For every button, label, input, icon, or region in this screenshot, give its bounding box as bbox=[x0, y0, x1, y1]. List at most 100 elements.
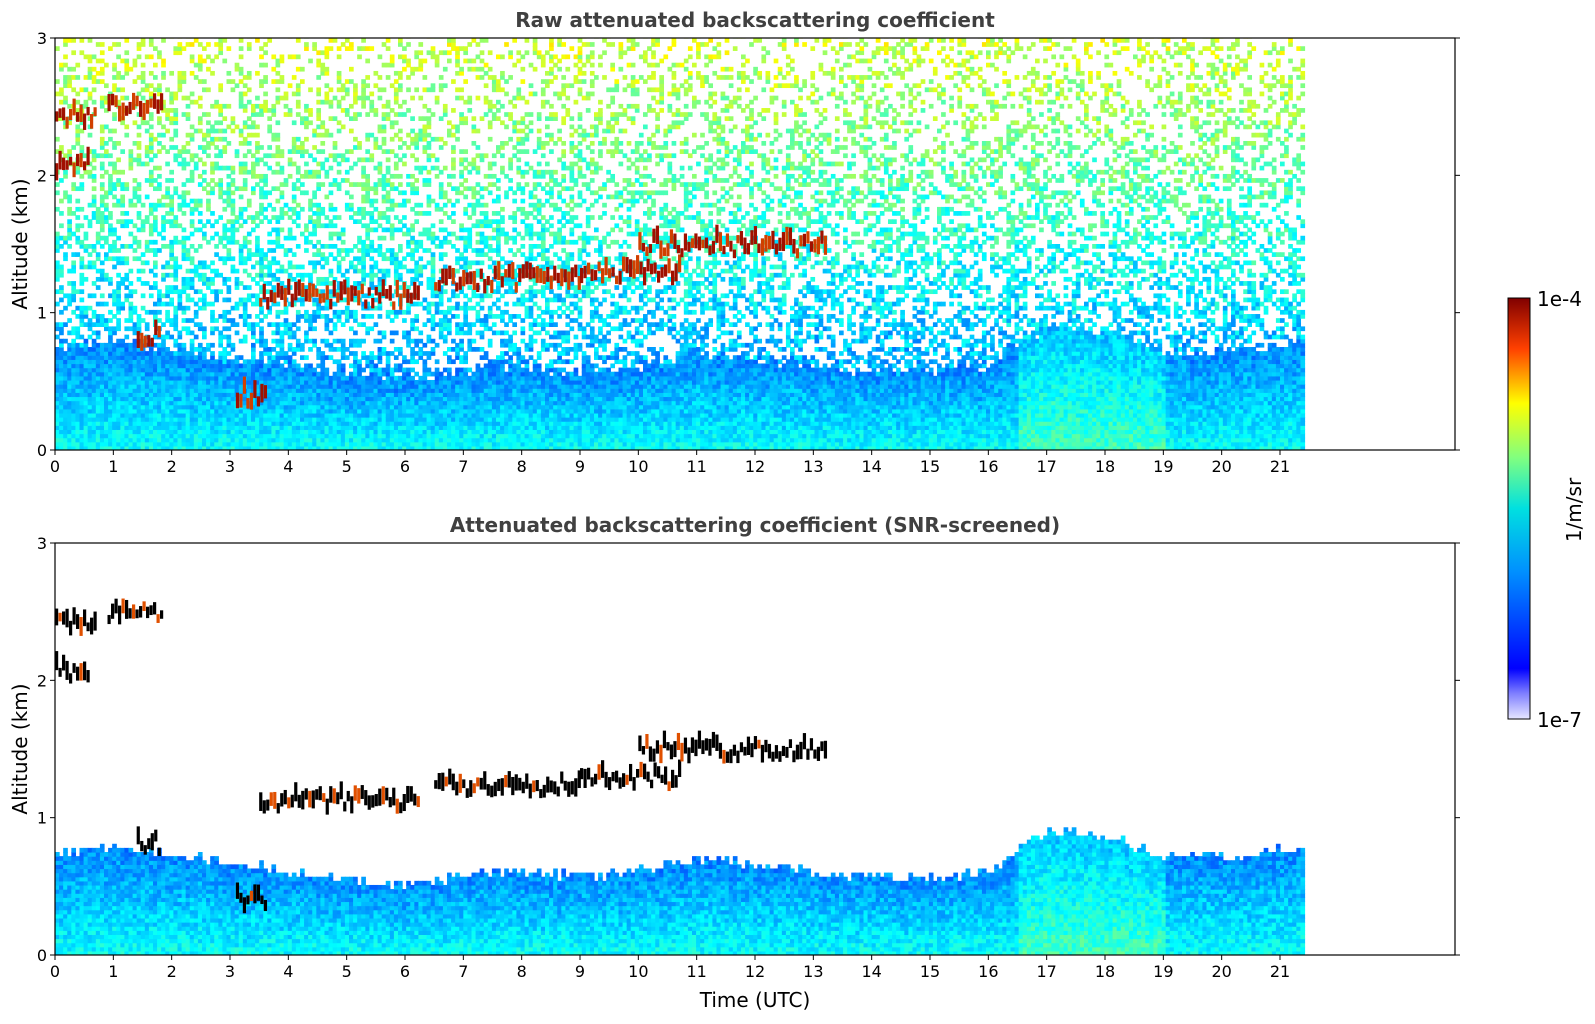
heatmap-cell bbox=[316, 260, 322, 266]
heatmap-cell bbox=[140, 87, 146, 93]
heatmap-cell bbox=[308, 272, 313, 278]
heatmap-cell bbox=[316, 371, 322, 377]
heatmap-cell bbox=[279, 429, 285, 435]
heatmap-cell bbox=[91, 87, 97, 93]
heatmap-cell bbox=[442, 334, 448, 340]
heatmap-cell bbox=[99, 412, 105, 418]
heatmap-cell bbox=[108, 421, 113, 426]
heatmap-cell bbox=[332, 231, 338, 237]
heatmap-cell bbox=[357, 437, 362, 443]
heatmap-cell bbox=[165, 161, 170, 167]
heatmap-cell bbox=[226, 252, 232, 257]
heatmap-cell bbox=[324, 260, 330, 266]
heatmap-cell bbox=[104, 190, 109, 196]
heatmap-cell bbox=[148, 285, 154, 290]
heatmap-cell bbox=[369, 351, 375, 356]
heatmap-cell bbox=[353, 95, 358, 101]
heatmap-cell bbox=[275, 441, 281, 447]
heatmap-cell bbox=[173, 359, 179, 365]
heatmap-cell bbox=[181, 161, 187, 167]
heatmap-cell bbox=[447, 367, 452, 373]
heatmap-cell bbox=[406, 445, 411, 450]
heatmap-cell bbox=[349, 408, 354, 414]
heatmap-cell bbox=[283, 326, 289, 332]
heatmap-cell bbox=[385, 417, 391, 422]
heatmap-cell bbox=[136, 421, 142, 426]
heatmap-cell bbox=[251, 173, 256, 179]
heatmap-cell bbox=[95, 256, 101, 262]
heatmap-cell bbox=[283, 379, 289, 385]
heatmap-cell bbox=[202, 136, 207, 142]
heatmap-cell bbox=[426, 182, 432, 187]
heatmap-cell bbox=[287, 392, 293, 398]
heatmap-cell bbox=[95, 330, 101, 336]
heatmap-cell bbox=[410, 186, 415, 192]
heatmap-cell bbox=[369, 239, 375, 245]
heatmap-cell bbox=[144, 215, 150, 220]
heatmap-cell bbox=[226, 124, 232, 130]
heatmap-cell bbox=[210, 342, 215, 348]
heatmap-cell bbox=[369, 132, 375, 138]
heatmap-cell bbox=[75, 400, 81, 406]
heatmap-cell bbox=[197, 120, 203, 126]
heatmap-cell bbox=[71, 285, 77, 290]
heatmap-cell bbox=[434, 157, 440, 163]
heatmap-cell bbox=[218, 334, 224, 340]
heatmap-cell bbox=[414, 371, 420, 377]
heatmap-cell bbox=[189, 367, 195, 373]
heatmap-cell bbox=[287, 425, 293, 430]
heatmap-cell bbox=[116, 338, 121, 344]
heatmap-cell bbox=[218, 437, 224, 443]
heatmap-cell bbox=[120, 359, 126, 365]
heatmap-cell bbox=[177, 412, 183, 418]
heatmap-cell bbox=[267, 396, 273, 402]
heatmap-cell bbox=[153, 301, 158, 307]
heatmap-cell bbox=[161, 301, 166, 307]
heatmap-cell bbox=[104, 367, 109, 373]
heatmap-cell bbox=[157, 351, 162, 356]
heatmap-cell bbox=[283, 330, 289, 336]
heatmap-cell bbox=[222, 404, 228, 410]
heatmap-cell bbox=[447, 359, 452, 365]
heatmap-cell bbox=[361, 211, 366, 216]
heatmap-cell bbox=[365, 392, 371, 398]
heatmap-cell bbox=[336, 421, 342, 426]
heatmap-cell bbox=[402, 334, 407, 340]
heatmap-cell bbox=[316, 281, 322, 286]
heatmap-cell bbox=[332, 400, 338, 406]
heatmap-cell bbox=[161, 342, 166, 348]
heatmap-cell bbox=[55, 244, 60, 249]
heatmap-cell bbox=[136, 392, 142, 398]
heatmap-cell bbox=[422, 264, 428, 270]
heatmap-cell bbox=[144, 281, 150, 286]
heatmap-cell bbox=[438, 425, 444, 430]
heatmap-cell bbox=[271, 322, 277, 327]
heatmap-cell bbox=[136, 441, 142, 447]
heatmap-cell bbox=[438, 400, 444, 406]
heatmap-cell bbox=[377, 128, 383, 134]
heatmap-cell bbox=[104, 99, 109, 105]
heatmap-cell bbox=[99, 379, 105, 385]
heatmap-cell bbox=[344, 178, 350, 183]
heatmap-cell bbox=[255, 239, 260, 245]
heatmap-cell bbox=[63, 338, 68, 344]
heatmap-cell bbox=[287, 227, 293, 233]
heatmap-cell bbox=[373, 264, 379, 270]
heatmap-cell bbox=[120, 425, 126, 430]
heatmap-cell bbox=[259, 112, 264, 117]
heatmap-cell bbox=[336, 396, 342, 402]
heatmap-cell bbox=[291, 206, 297, 212]
heatmap-cell bbox=[99, 347, 105, 352]
heatmap-cell bbox=[214, 268, 219, 274]
heatmap-cell bbox=[128, 351, 134, 356]
heatmap-cell bbox=[218, 408, 224, 414]
heatmap-cell bbox=[210, 314, 215, 319]
heatmap-cell bbox=[91, 198, 97, 204]
heatmap-cell bbox=[275, 186, 281, 192]
heatmap-cell bbox=[300, 417, 305, 422]
heatmap-cell bbox=[95, 268, 101, 274]
heatmap-cell bbox=[197, 128, 203, 134]
heatmap-cell bbox=[344, 379, 350, 385]
heatmap-cell bbox=[300, 425, 305, 430]
heatmap-cell bbox=[218, 400, 224, 406]
